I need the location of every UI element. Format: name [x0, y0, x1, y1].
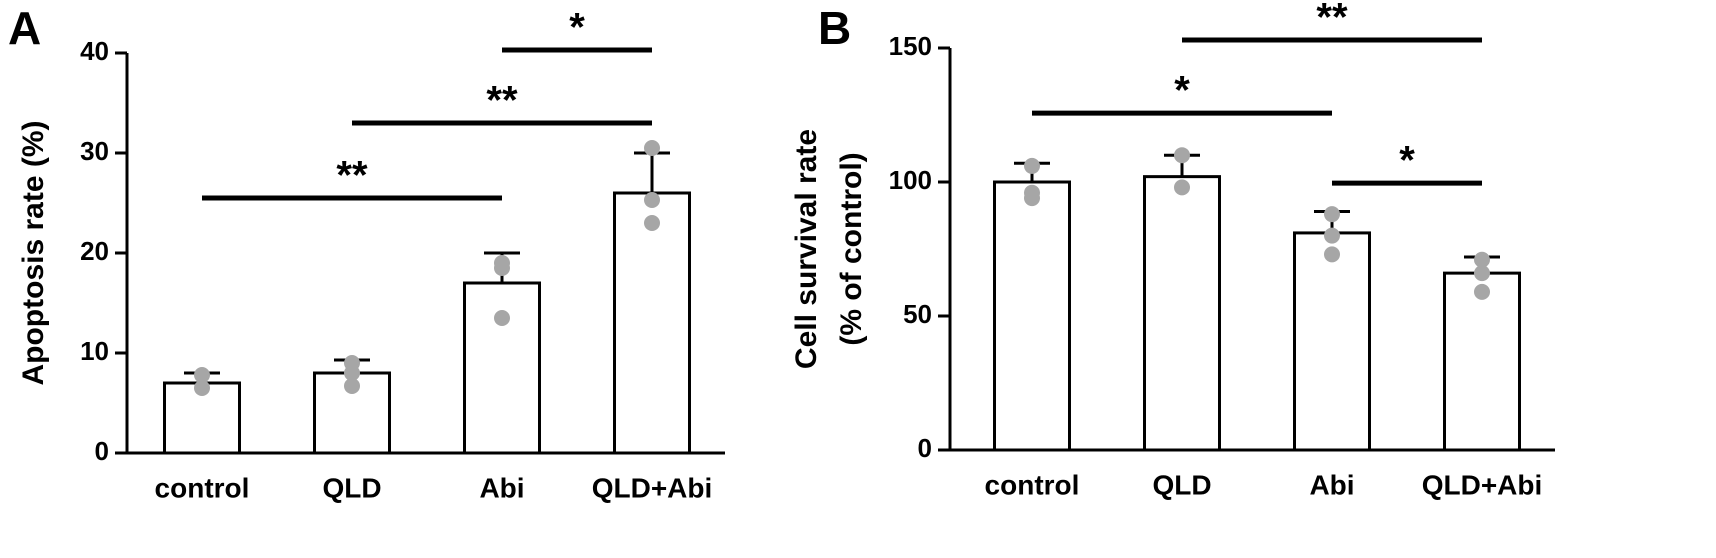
data-point	[494, 310, 510, 326]
data-point	[644, 140, 660, 156]
data-point	[1474, 265, 1490, 282]
data-point	[1324, 227, 1340, 244]
bar	[613, 191, 691, 455]
y-tick-label: 10	[80, 336, 109, 366]
x-tick-label: control	[985, 469, 1080, 500]
y-tick-label: 20	[80, 236, 109, 266]
y-axis-label: Cell survival rate	[790, 129, 823, 369]
y-tick-label: 0	[95, 436, 109, 466]
y-tick-label: 100	[889, 165, 932, 195]
data-point	[1474, 251, 1490, 268]
y-tick-label: 0	[918, 433, 932, 463]
bar	[1143, 175, 1221, 452]
data-point	[1324, 246, 1340, 263]
data-point	[644, 192, 660, 208]
data-point	[494, 260, 510, 276]
significance-label: **	[486, 79, 518, 123]
data-point	[194, 367, 210, 383]
data-point	[1174, 147, 1190, 164]
y-axis-label: Apoptosis rate (%)	[17, 120, 50, 385]
y-axis-label: (% of control)	[835, 152, 868, 345]
panel-label: A	[8, 2, 41, 54]
significance-label: **	[336, 154, 368, 198]
data-point	[1174, 179, 1190, 196]
x-tick-label: QLD	[322, 472, 381, 503]
y-tick-label: 50	[903, 299, 932, 329]
x-tick-label: QLD	[1152, 469, 1211, 500]
x-tick-label: Abi	[1309, 469, 1354, 500]
data-point	[1474, 283, 1490, 300]
bar	[993, 180, 1071, 452]
x-tick-label: QLD+Abi	[592, 472, 713, 503]
y-tick-label: 150	[889, 31, 932, 61]
y-tick-label: 30	[80, 136, 109, 166]
data-point	[344, 378, 360, 394]
x-tick-label: QLD+Abi	[1422, 469, 1543, 500]
significance-label: **	[1316, 0, 1348, 40]
x-tick-label: control	[155, 472, 250, 503]
bar	[1293, 231, 1371, 452]
significance-label: *	[1174, 69, 1190, 113]
significance-label: *	[569, 6, 585, 50]
bar	[1443, 271, 1521, 452]
bar	[463, 281, 541, 455]
significance-label: *	[1399, 139, 1415, 183]
x-tick-label: Abi	[479, 472, 524, 503]
data-point	[1024, 190, 1040, 207]
data-point	[1324, 206, 1340, 223]
data-point	[344, 365, 360, 381]
data-point	[1024, 157, 1040, 174]
panel-label: B	[818, 2, 851, 54]
data-point	[644, 215, 660, 231]
y-tick-label: 40	[80, 36, 109, 66]
data-point	[194, 380, 210, 396]
